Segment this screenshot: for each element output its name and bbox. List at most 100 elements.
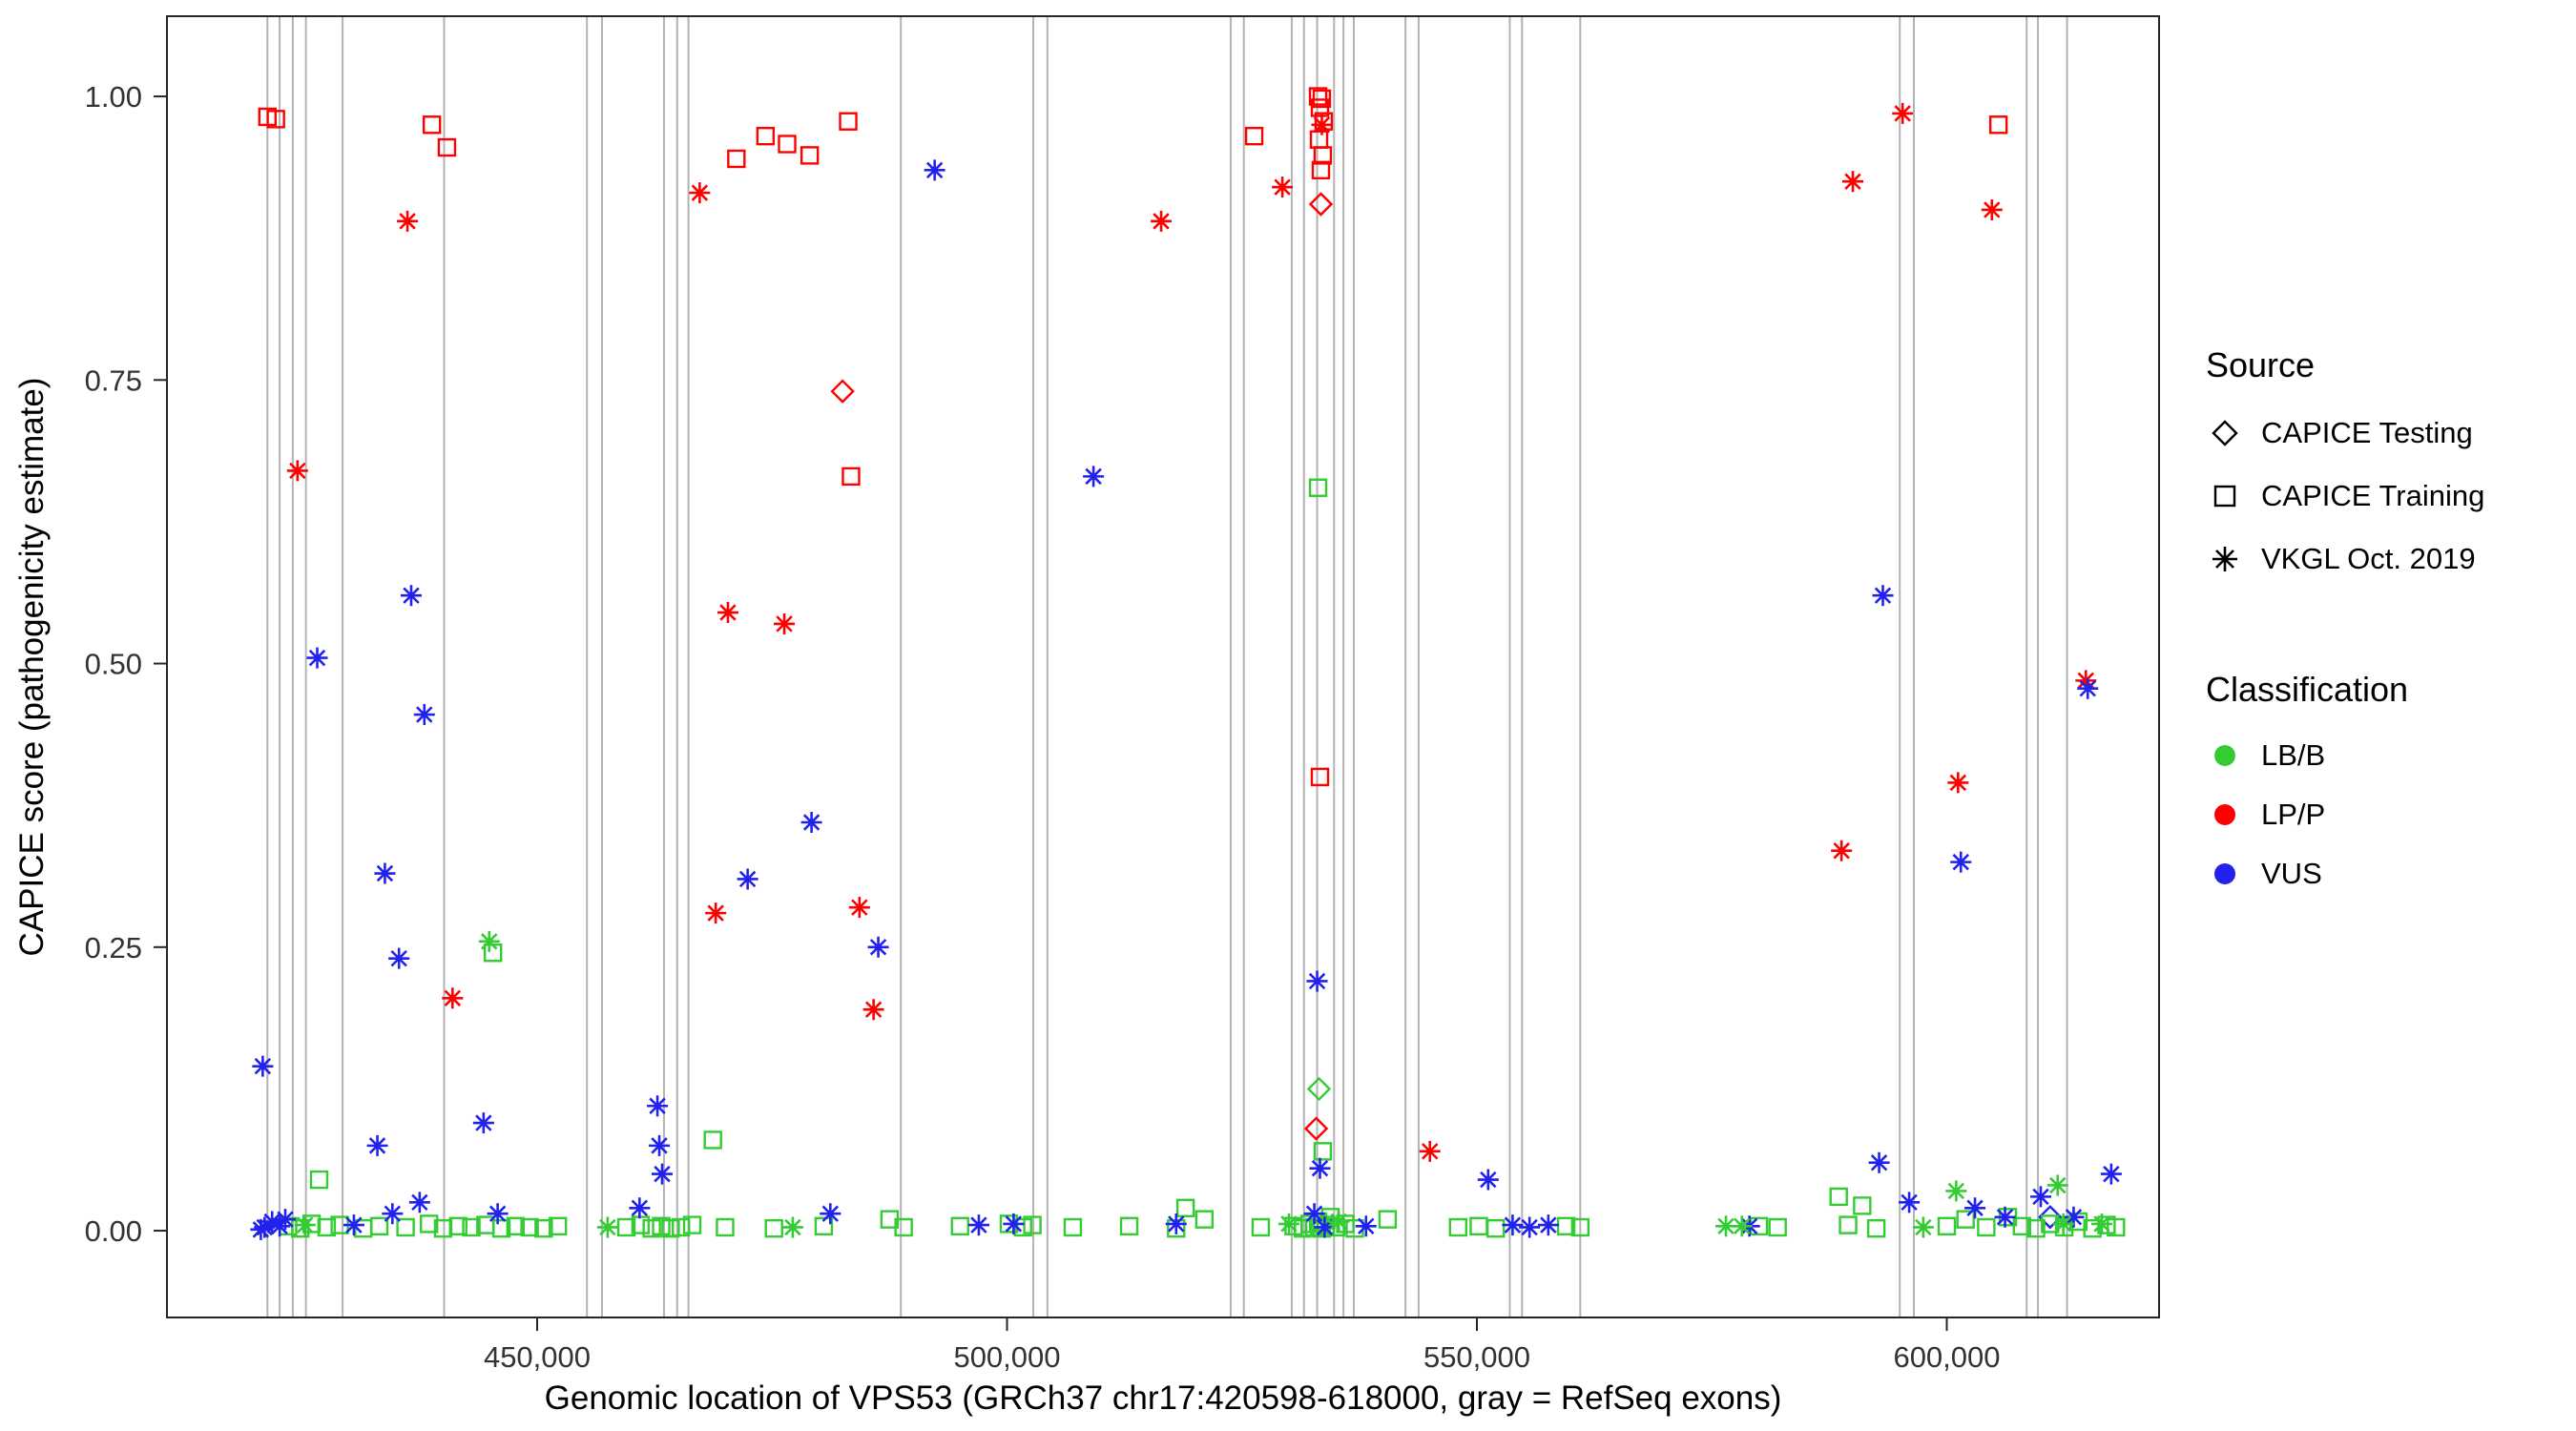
data-point-diamond [2038,1205,2063,1230]
y-tick-label: 0.25 [85,931,142,964]
data-point-square [506,1216,526,1235]
data-point-square [1829,1187,1848,1207]
data-point-square [1988,115,2008,135]
data-point-square [1013,1217,1032,1237]
data-point-square [369,1216,389,1235]
data-point-square [1977,1217,1996,1237]
data-point-square [778,135,797,154]
x-axis-title: Genomic location of VPS53 (GRCh37 chr17:… [544,1379,1782,1417]
data-point-asterisk [774,612,796,634]
data-point-asterisk [1950,851,1972,873]
data-point-square [534,1218,553,1238]
data-point-asterisk [1841,171,1863,193]
legend-item-label: LB/B [2261,738,2326,772]
data-point-diamond [830,379,855,404]
data-point-asterisk [705,902,727,924]
data-point-asterisk [629,1197,651,1219]
data-point-asterisk [1419,1140,1441,1162]
legend-item-label: VKGL Oct. 2019 [2261,542,2476,575]
data-point-square [448,1216,467,1235]
x-tick-label: 550,000 [1423,1340,1530,1374]
data-point-asterisk [1912,1216,1934,1238]
legend-item-lpp: LP/P [2206,798,2484,832]
data-point-square [756,126,776,146]
data-point-asterisk [478,930,500,952]
data-point-square [520,1217,539,1237]
data-point-asterisk [2100,1163,2122,1185]
data-point-asterisk [649,1134,671,1156]
legend-item-capice-testing: CAPICE Testing [2206,414,2484,452]
data-point-asterisk [1715,1215,1737,1237]
data-point-asterisk [651,1163,673,1185]
data-point-square [1314,112,1334,131]
data-point-square [1023,1215,1042,1234]
y-tick-label: 1.00 [85,80,142,114]
data-point-asterisk [1519,1216,1541,1238]
data-point-square [1308,87,1328,106]
data-point-square [1119,1216,1139,1235]
data-point-square [682,1215,702,1234]
x-tick-label: 450,000 [484,1340,591,1374]
x-tick-label: 500,000 [953,1340,1060,1374]
data-point-square [1570,1217,1590,1237]
data-point-asterisk [413,704,435,726]
data-point-asterisk [1994,1206,2016,1228]
data-point-square [309,1170,329,1190]
data-point-square [800,146,820,165]
data-point-asterisk [1303,1203,1325,1225]
legend-source-title: Source [2206,345,2316,384]
data-point-square [491,1218,511,1238]
data-point-square [727,149,746,169]
data-point-square [642,1218,661,1238]
data-point-asterisk [1272,176,1294,198]
data-point-asterisk [1945,1180,1967,1202]
diamond-icon [2212,420,2238,446]
data-point-square [1313,1142,1333,1161]
data-point-square [1195,1210,1215,1229]
data-point-asterisk [1165,1213,1187,1234]
data-point-square [1485,1218,1506,1238]
data-point-square [1308,478,1328,497]
data-point-asterisk [1537,1214,1559,1236]
data-point-asterisk [252,1055,274,1077]
legend-item-lbb: LB/B [2206,738,2484,773]
data-point-square [950,1216,969,1235]
data-point-square [1310,98,1330,117]
data-point-asterisk [1311,114,1333,135]
data-point-square [661,1218,680,1238]
data-point-square [266,110,285,129]
data-point-asterisk [1306,970,1328,992]
data-point-square [671,1217,691,1237]
data-point-square [2083,1218,2102,1238]
data-point-asterisk [2052,1213,2074,1234]
data-point-asterisk [1964,1197,1986,1219]
data-point-asterisk [1003,1213,1025,1234]
y-axis-title: CAPICE score (pathogenicity estimate) [13,377,51,957]
y-tick-label: 0.00 [85,1214,142,1248]
data-point-square [462,1217,481,1237]
data-point-square [1866,1218,1886,1238]
data-point-asterisk [294,1214,316,1236]
data-point-square [716,1217,735,1237]
data-point-square [1310,767,1330,787]
data-point-square [1768,1217,1787,1237]
data-point-asterisk [1899,1192,1921,1213]
data-point-square [616,1217,636,1237]
data-point-asterisk [800,812,822,834]
data-point-square [1853,1196,1872,1215]
data-point-square [1175,1198,1195,1217]
data-point-asterisk [397,210,419,232]
data-point-asterisk [1872,585,1894,607]
data-point-asterisk [442,987,464,1009]
data-point-asterisk [1309,1157,1331,1179]
data-point-asterisk [275,1209,297,1231]
data-point-square [764,1218,783,1238]
data-point-square [1378,1210,1398,1229]
square-icon [2213,485,2236,508]
data-point-square [2107,1217,2126,1237]
data-point-asterisk [1981,198,2003,220]
data-point-asterisk [1278,1213,1299,1234]
data-point-asterisk [408,1192,430,1213]
data-point-square [2012,1216,2031,1235]
